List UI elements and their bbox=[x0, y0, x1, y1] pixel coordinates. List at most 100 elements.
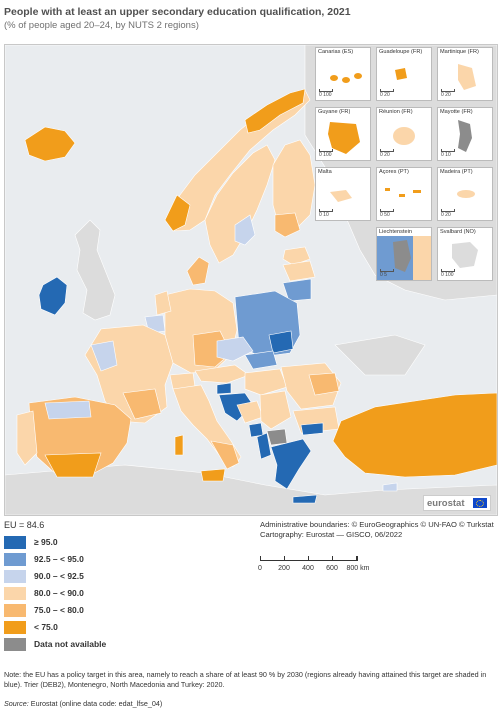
inset-label: Mayotte (FR) bbox=[440, 109, 473, 115]
region-latvia bbox=[282, 260, 316, 282]
region-turkey bbox=[332, 392, 497, 478]
inset-map bbox=[328, 122, 360, 154]
inset-scale-bar bbox=[380, 149, 394, 152]
inset-label: Liechtenstein bbox=[379, 229, 412, 235]
inset-liechtenstein: Liechtenstein 0 5 bbox=[376, 227, 432, 281]
region-france-west bbox=[90, 340, 118, 372]
region-norway bbox=[164, 89, 311, 232]
region-hungary bbox=[244, 368, 288, 396]
inset-scale: 0 50 bbox=[380, 212, 390, 218]
legend-item: ≥ 95.0 bbox=[4, 534, 244, 550]
scalebar-tick bbox=[308, 556, 309, 560]
inset-label: Madeira (PT) bbox=[440, 169, 473, 175]
region-czechia bbox=[216, 336, 254, 362]
region-cyprus bbox=[382, 482, 398, 492]
inset-scale: 0 100 bbox=[319, 152, 332, 158]
legend-eu-value: EU = 84.6 bbox=[4, 520, 45, 530]
region-spain-south bbox=[44, 452, 102, 478]
inset-label: Guyane (FR) bbox=[318, 109, 351, 115]
eurostat-wordmark: eurostat bbox=[427, 497, 465, 509]
scalebar-bar bbox=[260, 556, 358, 561]
region-lithuania bbox=[282, 278, 312, 302]
inset-scale-bar bbox=[319, 149, 333, 152]
inset-map bbox=[377, 236, 431, 280]
region-italy-south bbox=[210, 440, 240, 470]
inset-scale: 0 10 bbox=[441, 152, 451, 158]
inset-mayotte: Mayotte (FR) 0 10 bbox=[437, 107, 493, 161]
legend-item: < 75.0 bbox=[4, 619, 244, 635]
map-scalebar: 0 200 400 600 800 km bbox=[258, 556, 369, 572]
legend-swatch bbox=[4, 535, 26, 549]
inset-label: Guadeloupe (FR) bbox=[379, 49, 423, 55]
inset-label: Açores (PT) bbox=[379, 169, 409, 175]
legend-item: 90.0 – < 92.5 bbox=[4, 568, 244, 584]
inset-label: Canarias (ES) bbox=[318, 49, 354, 55]
map-legend: EU = 84.6 ≥ 95.0 92.5 – < 95.0 90.0 – < … bbox=[4, 520, 244, 653]
region-austria bbox=[194, 364, 250, 384]
inset-scale: 0 10 bbox=[319, 212, 329, 218]
scalebar-tick bbox=[284, 556, 285, 560]
map-note: Note: the EU has a policy target in this… bbox=[4, 670, 487, 689]
region-montenegro bbox=[248, 422, 264, 438]
inset-scale-bar bbox=[441, 209, 455, 212]
region-great-britain bbox=[74, 219, 116, 321]
inset-guyane: Guyane (FR) 0 100 bbox=[315, 107, 371, 161]
inset-label: Malta bbox=[318, 169, 332, 175]
region-romania-east bbox=[308, 372, 340, 396]
inset-scale-bar bbox=[319, 89, 333, 92]
legend-label: < 75.0 bbox=[34, 622, 58, 632]
inset-scale-bar bbox=[441, 149, 455, 152]
inset-acores: Açores (PT) 0 50 bbox=[376, 167, 432, 221]
scalebar-label: 600 bbox=[326, 565, 338, 572]
credits-boundaries: Administrative boundaries: © EuroGeograp… bbox=[260, 520, 494, 529]
region-poland-east bbox=[268, 330, 294, 354]
inset-map bbox=[330, 73, 362, 83]
choropleth-map: Canarias (ES) 0 100 Guadeloupe (FR) 0 20… bbox=[4, 44, 498, 516]
region-netherlands bbox=[154, 290, 172, 316]
inset-canarias: Canarias (ES) 0 100 bbox=[315, 47, 371, 101]
legend-item: 92.5 – < 95.0 bbox=[4, 551, 244, 567]
inset-scale: 0 20 bbox=[380, 92, 390, 98]
legend-swatch bbox=[4, 552, 26, 566]
scalebar-tick bbox=[356, 556, 357, 560]
inset-guadeloupe: Guadeloupe (FR) 0 20 bbox=[376, 47, 432, 101]
inset-madeira: Madeira (PT) 0 20 bbox=[437, 167, 493, 221]
map-source: Source: Eurostat (online data code: edat… bbox=[4, 699, 162, 708]
inset-scale-bar bbox=[380, 209, 394, 212]
region-sicily bbox=[200, 468, 226, 482]
inset-scale-bar bbox=[380, 89, 394, 92]
inset-scale: 0 20 bbox=[380, 152, 390, 158]
inset-malta: Malta 0 10 bbox=[315, 167, 371, 221]
inset-scale-bar bbox=[441, 89, 455, 92]
scalebar-tick bbox=[260, 556, 261, 560]
inset-map bbox=[393, 127, 415, 145]
source-prefix: Source: bbox=[4, 699, 29, 708]
scalebar-label: 0 bbox=[258, 565, 262, 572]
region-north-africa-non-eu bbox=[5, 464, 497, 515]
region-sweden bbox=[204, 144, 276, 264]
region-spain-north bbox=[44, 400, 92, 420]
inset-scale-bar bbox=[380, 269, 394, 272]
scalebar-tick bbox=[332, 556, 333, 560]
legend-label: ≥ 95.0 bbox=[34, 537, 58, 547]
region-portugal bbox=[16, 410, 38, 466]
legend-item: Data not available bbox=[4, 636, 244, 652]
legend-item: 80.0 – < 90.0 bbox=[4, 585, 244, 601]
scalebar-label: 400 bbox=[302, 565, 314, 572]
region-slovenia bbox=[216, 382, 232, 395]
region-bulgaria-south bbox=[300, 422, 324, 436]
region-balkans-non-eu bbox=[334, 334, 426, 376]
region-ireland bbox=[38, 276, 68, 316]
eu-flag-icon bbox=[473, 498, 487, 508]
inset-scale-bar bbox=[319, 209, 333, 212]
map-subtitle: (% of people aged 20–24, by NUTS 2 regio… bbox=[4, 20, 199, 31]
inset-map bbox=[330, 190, 352, 202]
legend-label: 75.0 – < 80.0 bbox=[34, 605, 84, 615]
inset-label: Réunion (FR) bbox=[379, 109, 413, 115]
legend-swatch bbox=[4, 569, 26, 583]
legend-label: 92.5 – < 95.0 bbox=[34, 554, 84, 564]
legend-swatch bbox=[4, 586, 26, 600]
legend-swatch bbox=[4, 603, 26, 617]
map-title: People with at least an upper secondary … bbox=[4, 6, 351, 18]
region-albania bbox=[256, 432, 272, 460]
